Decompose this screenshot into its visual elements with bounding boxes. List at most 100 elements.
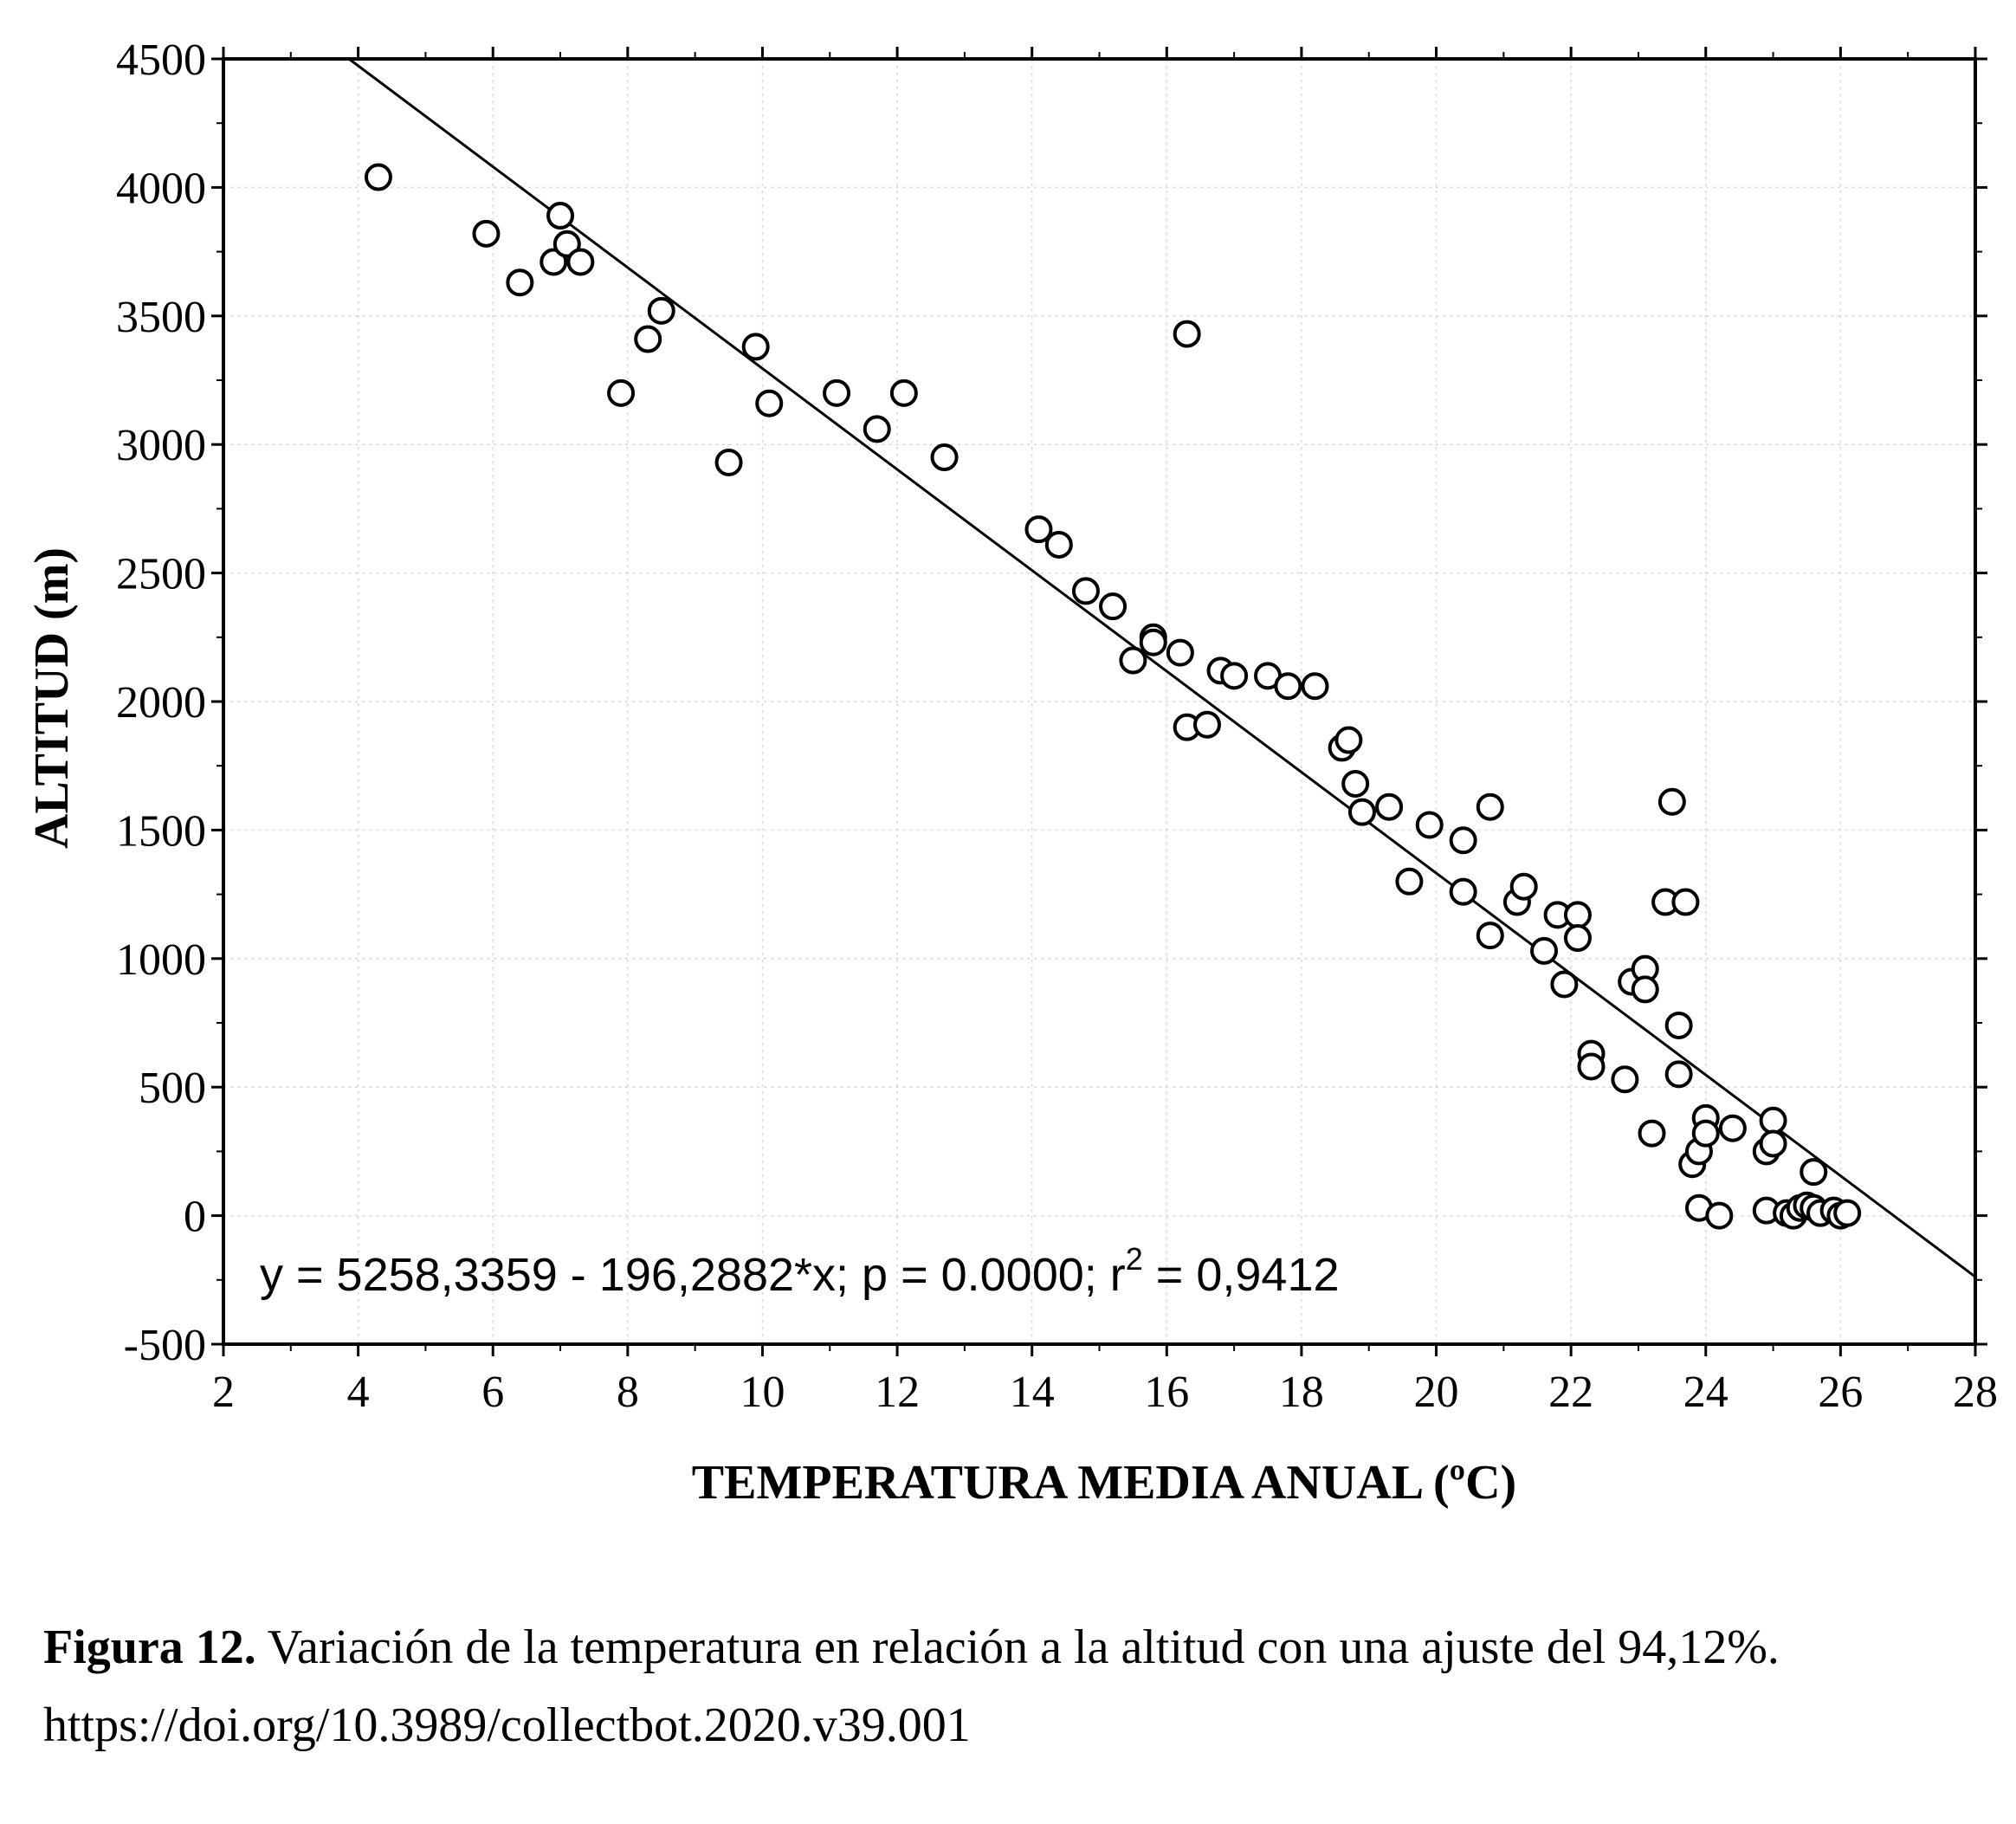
regression-line	[348, 57, 1976, 1278]
data-point	[1550, 970, 1579, 999]
x-tick-label: 8	[617, 1368, 639, 1417]
data-point	[1705, 1201, 1734, 1230]
y-tick-label: 500	[139, 1064, 206, 1113]
data-point	[863, 415, 891, 443]
data-point	[506, 268, 534, 297]
data-point	[1220, 662, 1249, 690]
data-point	[1274, 672, 1302, 701]
scatter-chart: 2 4 6 8 10 12 14 16 18 20 22 24 26 28 450040003500300…	[25, 36, 1998, 1510]
x-tick-label: 16	[1144, 1368, 1189, 1417]
x-axis-title: TEMPERATURA MEDIA ANUAL (ºC)	[692, 1456, 1516, 1510]
data-point	[1347, 798, 1376, 826]
data-point	[364, 163, 392, 191]
equation-tail: = 0,9412	[1143, 1249, 1340, 1301]
data-point	[1119, 646, 1147, 675]
data-point	[1691, 1119, 1720, 1148]
data-point	[1024, 515, 1053, 544]
data-point	[1611, 1065, 1639, 1094]
data-point	[1800, 1158, 1828, 1187]
data-point	[1563, 901, 1592, 929]
data-point	[1476, 922, 1504, 950]
data-point	[1301, 672, 1329, 701]
data-point	[1395, 867, 1424, 896]
data-point	[647, 296, 675, 325]
data-point	[1509, 872, 1538, 901]
data-point	[1415, 811, 1444, 839]
data-point	[1657, 787, 1686, 816]
x-tick-label: 20	[1414, 1368, 1459, 1417]
data-point	[1833, 1199, 1862, 1227]
x-tick-label: 6	[481, 1368, 504, 1417]
y-tick-label: 1500	[116, 806, 206, 856]
data-point	[1638, 1119, 1666, 1148]
figure-caption: Figura 12. Variación de la temperatura e…	[43, 1620, 1780, 1675]
data-point	[552, 230, 581, 258]
x-tick-label: 10	[740, 1368, 785, 1417]
caption-doi: https://doi.org/10.3989/collectbot.2020.…	[43, 1698, 971, 1752]
x-tick-label: 26	[1818, 1368, 1863, 1417]
y-tick-label: 4500	[116, 36, 206, 85]
data-point	[930, 443, 959, 472]
data-point	[1759, 1129, 1787, 1158]
caption-text: Variación de la temperatura en relación …	[255, 1620, 1780, 1674]
x-tick-label: 12	[875, 1368, 920, 1417]
x-tick-label: 18	[1279, 1368, 1324, 1417]
data-point	[1173, 320, 1201, 348]
data-point	[1139, 628, 1167, 657]
data-point	[1449, 826, 1477, 855]
data-point	[1671, 888, 1700, 916]
data-point	[1577, 1052, 1606, 1081]
data-point	[1192, 710, 1221, 739]
x-tick-label: 22	[1548, 1368, 1593, 1417]
data-point	[823, 378, 851, 407]
x-tick-label: 24	[1683, 1368, 1728, 1417]
data-point	[1631, 975, 1659, 1004]
y-tick-label: 4000	[116, 164, 206, 213]
data-points	[364, 163, 1862, 1230]
data-point	[540, 248, 568, 276]
y-tick-labels: 4500 4000 3500 3000 2500 2000 1500 1000 500 0 -500	[116, 36, 206, 1370]
y-tick-label: 3000	[116, 421, 206, 470]
equation-main: y = 5258,3359 - 196,2882*x; p = 0.0000; …	[260, 1249, 1126, 1301]
plot-frame	[222, 57, 1977, 1346]
data-point	[1166, 638, 1194, 667]
y-tick-label: 0	[184, 1193, 206, 1242]
data-point	[566, 248, 595, 276]
x-tick-labels: 2 4 6 8 10 12 14 16 18 20 22 24 26 28	[212, 1368, 1998, 1417]
caption-label: Figura 12.	[43, 1620, 256, 1674]
data-point	[472, 219, 501, 248]
data-point	[1476, 792, 1504, 821]
data-point	[1071, 577, 1100, 605]
y-axis-title: ALTITUD (m)	[25, 547, 79, 849]
data-point	[1664, 1011, 1693, 1039]
equation-sup: 2	[1126, 1241, 1143, 1277]
data-point	[755, 389, 784, 417]
data-point	[1449, 877, 1477, 906]
data-point	[1718, 1114, 1747, 1142]
data-point	[1563, 924, 1592, 953]
data-point	[1664, 1060, 1693, 1089]
data-point	[546, 202, 575, 230]
data-point	[1759, 1106, 1787, 1135]
data-point	[1530, 936, 1559, 965]
x-tick-label: 28	[1953, 1368, 1998, 1417]
data-point	[741, 333, 770, 361]
data-point	[714, 448, 743, 476]
data-point	[1341, 769, 1370, 798]
y-tick-label: 1000	[116, 935, 206, 985]
data-point	[1334, 726, 1363, 754]
data-point	[889, 378, 918, 407]
data-point	[607, 378, 636, 407]
regression-equation: y = 5258,3359 - 196,2882*x; p = 0.0000; …	[260, 1241, 1340, 1301]
x-tick-label: 4	[347, 1368, 370, 1417]
data-point	[634, 325, 662, 353]
y-tick-label: 3500	[116, 293, 206, 342]
data-point	[1375, 792, 1404, 821]
y-tick-label: 2000	[116, 678, 206, 728]
y-tick-label: -500	[124, 1321, 206, 1370]
data-point	[1044, 530, 1073, 559]
data-point	[1099, 592, 1128, 621]
y-tick-label: 2500	[116, 550, 206, 599]
x-tick-label: 14	[1010, 1368, 1055, 1417]
x-tick-label: 2	[212, 1368, 235, 1417]
